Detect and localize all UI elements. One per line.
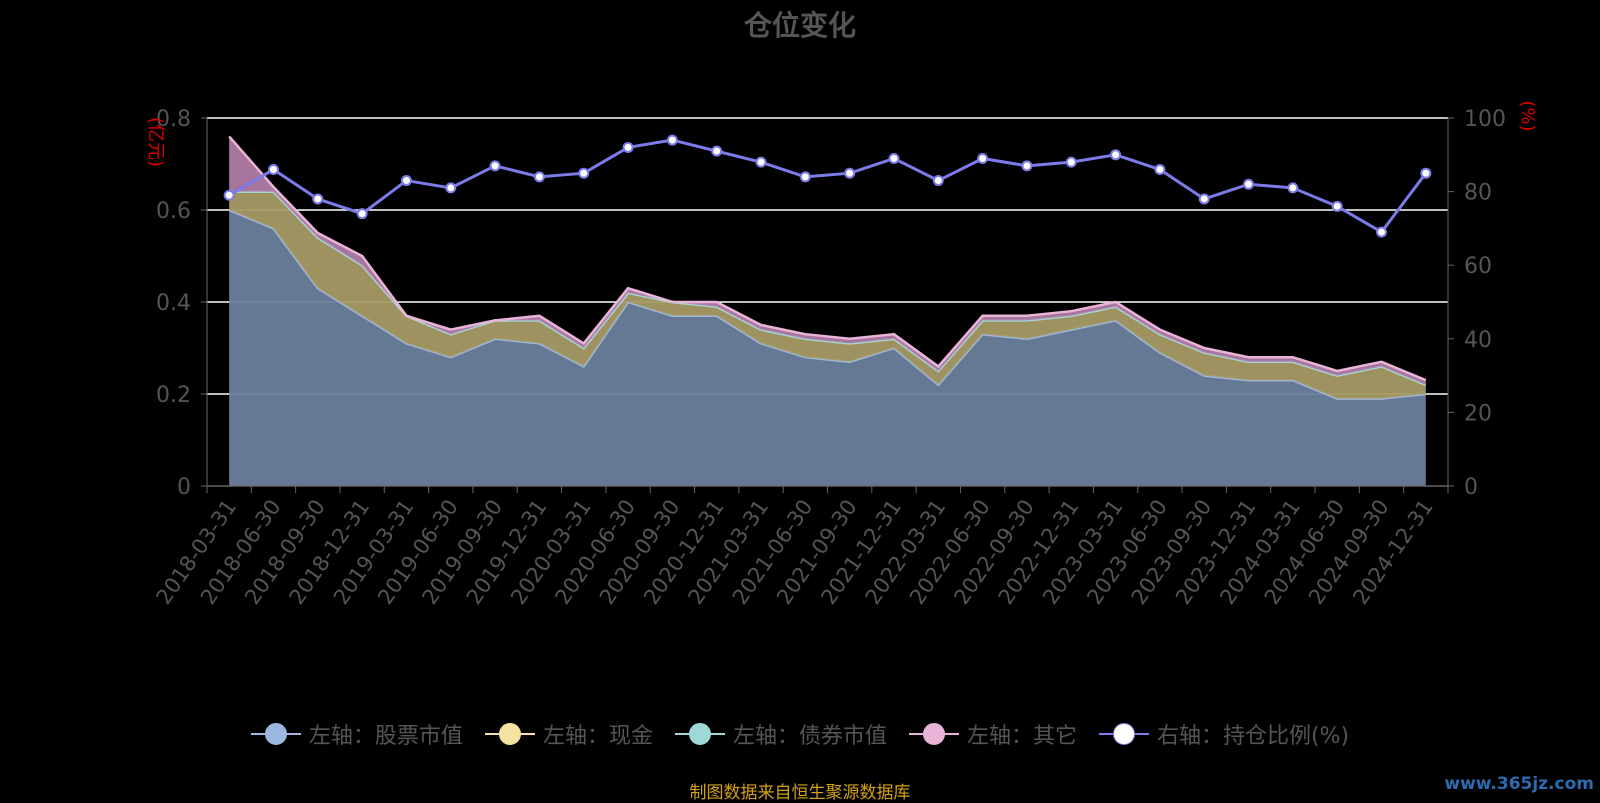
chart-legend: 左轴：股票市值 左轴：现金 左轴：债券市值 左轴：其它 右轴：持仓比例(%) [0,718,1600,750]
legend-item-5[interactable]: 右轴：持仓比例(%) [1098,718,1350,750]
y-right-tick-label: 100 [1464,107,1506,132]
ratio-point [1287,182,1299,194]
ratio-line [228,138,1428,235]
ratio-point [1331,200,1343,212]
ratio-point [223,189,235,201]
watermark: www.365jz.com [1444,774,1594,794]
ratio-point [755,156,767,168]
y-left-tick-label: 0 [177,475,191,500]
ratio-point [1154,164,1166,176]
legend-swatch-icon [674,723,725,745]
ratio-point [356,208,368,220]
ratio-point [267,164,279,176]
y-right-tick-label: 0 [1464,475,1478,500]
legend-item-4[interactable]: 左轴：其它 [908,718,1077,750]
ratio-point [888,152,900,164]
legend-label: 左轴：其它 [966,724,1077,749]
ratio-point [666,134,678,146]
legend-item-2[interactable]: 左轴：现金 [484,718,653,750]
legend-label: 左轴：债券市值 [732,724,887,749]
legend-item-3[interactable]: 左轴：债券市值 [674,718,887,750]
ratio-point [844,167,856,179]
ratio-point [1420,167,1432,179]
ratio-point [400,175,412,187]
y-right-tick-label: 80 [1464,181,1492,206]
y-left-tick-label: 0.2 [156,383,191,408]
legend-item-1[interactable]: 左轴：股票市值 [250,718,463,750]
y-right-tick-label: 40 [1464,328,1492,353]
ratio-point [312,193,324,205]
y-right-tick-label: 60 [1464,254,1492,279]
ratio-point [1376,226,1388,238]
source-note: 制图数据来自恒生聚源数据库 [689,783,911,803]
ratio-point [1243,178,1255,190]
series-line-3 [229,190,1427,386]
legend-swatch-icon [908,723,959,745]
legend-swatch-icon [1098,723,1149,745]
ratio-point [799,171,811,183]
legend-label: 左轴：现金 [542,724,653,749]
ratio-point [622,141,634,153]
ratio-point [1065,156,1077,168]
ratio-point [932,175,944,187]
y-left-tick-label: 0.8 [156,107,191,132]
ratio-point [533,171,545,183]
legend-swatch-icon [250,723,301,745]
ratio-point [1021,160,1033,172]
legend-label: 右轴：持仓比例(%) [1156,724,1350,749]
y-left-tick-label: 0.4 [156,291,191,316]
area-1 [229,210,1426,486]
y-right-unit-label: (%) [1517,100,1538,131]
ratio-point [1110,149,1122,161]
y-left-tick-label: 0.6 [156,199,191,224]
legend-label: 左轴：股票市值 [308,724,463,749]
ratio-point [489,160,501,172]
ratio-point [977,152,989,164]
ratio-point [445,182,457,194]
series-line-4 [228,135,1427,382]
ratio-point [711,145,723,157]
ratio-point [578,167,590,179]
y-right-tick-label: 20 [1464,401,1492,426]
y-left-unit-label: (亿元) [145,117,166,167]
area-2 [229,191,1426,399]
chart-title: 仓位变化 [743,9,856,42]
ratio-point [1198,193,1210,205]
legend-swatch-icon [484,723,535,745]
